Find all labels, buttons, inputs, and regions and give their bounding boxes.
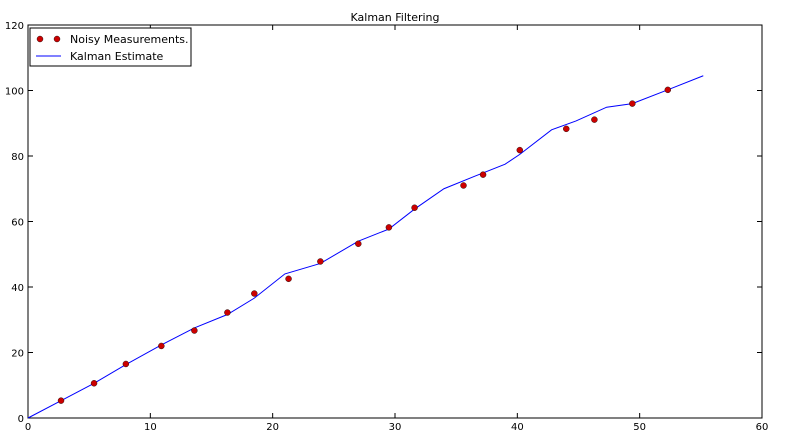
data-point [57,397,65,404]
data-point [479,171,487,178]
y-tick-label: 100 [5,87,24,98]
x-tick-label: 10 [144,422,157,433]
plot-frame [27,24,763,419]
legend-label: Noisy Measurements. [70,33,189,46]
plot-area [27,24,763,419]
data-point [158,342,165,350]
data-point [251,290,258,297]
data-point [355,240,362,247]
data-point [285,275,292,283]
legend-box [29,27,192,67]
data-point [411,204,418,211]
x-tick-label: 60 [756,422,769,433]
data-point [516,146,523,154]
legend-label: Kalman Estimate [70,50,164,63]
series-layer [27,75,704,419]
y-tick-label: 0 [18,414,24,425]
y-tick-label: 120 [5,21,24,32]
data-point [591,116,598,123]
data-point [191,327,198,334]
x-tick-label: 30 [389,422,402,433]
legend-marker [53,35,61,43]
data-point [224,309,231,316]
y-tick-label: 80 [11,152,24,163]
data-point [90,380,98,387]
axis-ticks: 0 10 20 30 40 50 60 0 20 40 60 80 100 120 [5,21,768,433]
y-tick-label: 60 [11,218,24,229]
data-point [460,182,467,189]
y-tick-label: 20 [11,349,24,360]
y-tick-label: 40 [11,283,24,294]
data-point [317,258,324,265]
legend-marker [36,35,44,43]
x-tick-label: 0 [25,422,31,433]
data-point [563,125,570,133]
chart-title: Kalman Filtering [351,11,440,24]
data-point [122,360,130,368]
data-point [664,86,672,94]
data-point [385,224,393,231]
x-tick-label: 40 [511,422,524,433]
x-tick-label: 50 [633,422,646,433]
legend: Noisy Measurements. Kalman Estimate [29,27,192,67]
data-point [629,100,636,107]
x-tick-label: 20 [266,422,279,433]
